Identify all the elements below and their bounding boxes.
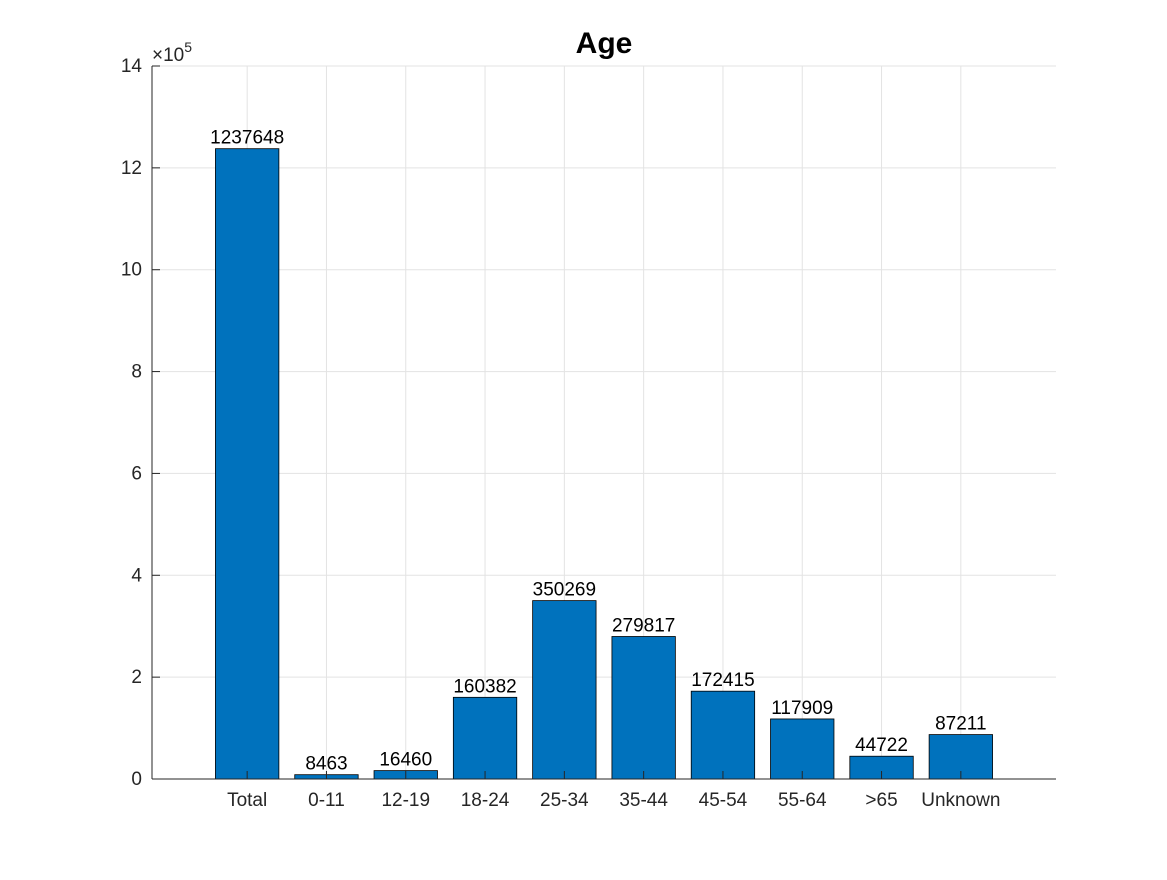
y-tick-label: 14 [121,56,143,77]
y-exponent-base: ×10 [152,45,184,66]
data-label: 8463 [305,754,347,775]
data-label: 117909 [771,698,833,719]
y-tick-label: 8 [131,362,142,383]
y-tick-label: 2 [131,667,142,688]
data-label: 1237648 [210,128,284,149]
x-tick-label: >65 [865,790,897,811]
bar [452,696,518,780]
y-tick-label: 0 [131,769,142,790]
data-label: 350269 [533,580,596,601]
x-tick-label: 0-11 [308,790,345,811]
bar [690,690,756,780]
bar [532,600,597,780]
x-tick-label: 45-54 [699,790,748,811]
bar [770,718,835,780]
y-exponent-label: ×105 [152,39,192,66]
y-exponent-power: 5 [184,39,192,55]
y-tick-label: 12 [121,158,142,179]
x-tick-label: 12-19 [381,790,430,811]
data-label: 44722 [855,735,908,756]
data-label: 16460 [379,750,432,771]
x-tick-label: Unknown [921,790,1000,811]
y-tick-label: 4 [131,565,142,586]
data-label: 279817 [612,615,675,636]
x-tick-label: 55-64 [778,790,827,811]
data-label: 160382 [453,676,516,697]
x-tick-label: Total [227,790,267,811]
x-tick-label: 35-44 [619,790,668,811]
data-label: 87211 [935,714,986,735]
x-tick-label: 18-24 [461,790,510,811]
y-tick-label: 6 [131,463,142,484]
bar [215,148,280,780]
bar [611,636,676,780]
y-tick-label: 10 [121,260,142,281]
data-label: 172415 [691,670,754,691]
chart-title: Age [576,27,633,60]
x-tick-label: 25-34 [540,790,589,811]
